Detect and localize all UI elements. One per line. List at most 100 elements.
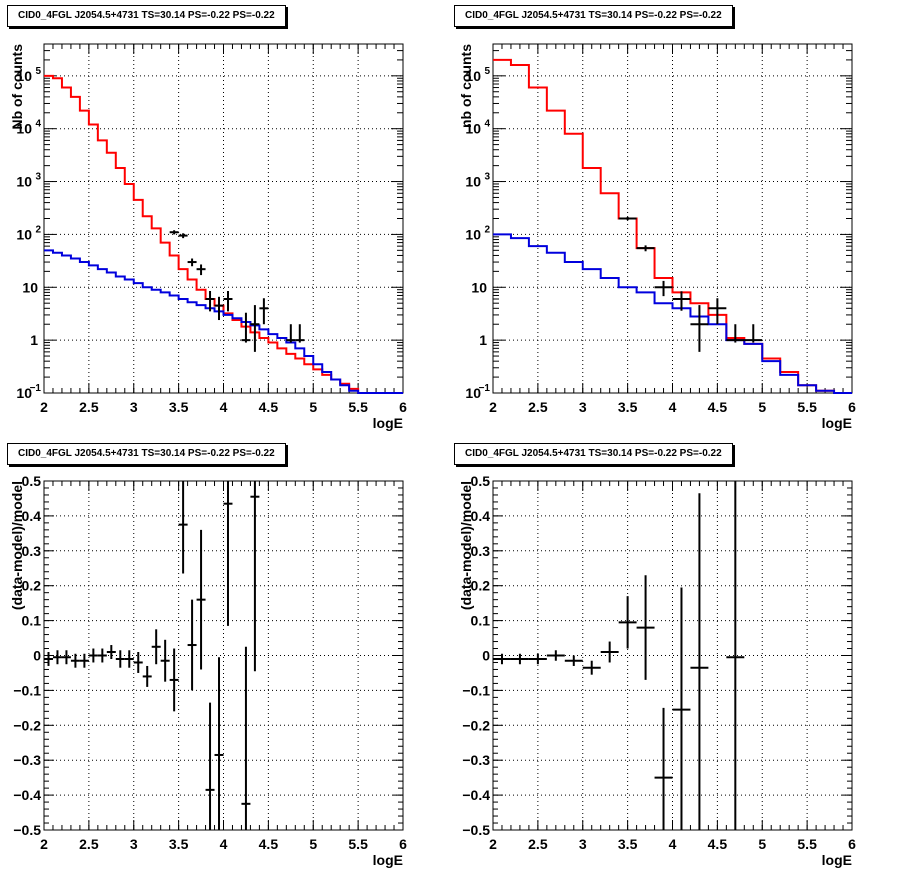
x-tick-label: 2.5 <box>528 399 548 415</box>
panel-bottom-right: CID0_4FGL J2054.5+4731 TS=30.14 PS=-0.22… <box>449 437 898 875</box>
y-axis-title: (data-model)/model <box>9 481 25 610</box>
data-point <box>215 297 224 320</box>
x-tick-label: 2.5 <box>528 836 548 852</box>
y-tick-exponent: 4 <box>484 119 490 130</box>
data-point <box>708 298 726 324</box>
y-tick-label: 10 <box>465 226 481 242</box>
y-tick-label: 0.1 <box>22 613 42 629</box>
y-tick-label: 1 <box>30 332 38 348</box>
x-tick-label: 2 <box>489 399 497 415</box>
plot-area <box>493 60 852 393</box>
data-point <box>98 649 107 663</box>
x-tick-label: 4.5 <box>708 399 728 415</box>
x-tick-label: 3 <box>130 399 138 415</box>
data-point <box>224 291 233 311</box>
y-tick-label: 10 <box>471 279 487 295</box>
y-tick-exponent: 5 <box>484 66 490 77</box>
x-tick-label: 4 <box>669 399 677 415</box>
x-tick-label: 3.5 <box>169 399 189 415</box>
x-tick-label: 6 <box>848 836 856 852</box>
y-tick-label: 0 <box>33 648 41 664</box>
y-tick-label: −0.5 <box>13 822 41 838</box>
y-tick-label: −0.1 <box>462 682 490 698</box>
y-tick-exponent: 3 <box>35 172 41 183</box>
data-point <box>116 650 125 667</box>
x-tick-label: 4.5 <box>259 836 279 852</box>
x-axis-title: logE <box>373 852 403 868</box>
x-tick-label: 2.5 <box>79 399 99 415</box>
panel-bottom-left: CID0_4FGL J2054.5+4731 TS=30.14 PS=-0.22… <box>0 437 449 875</box>
x-tick-label: 2 <box>40 399 48 415</box>
x-tick-label: 5.5 <box>348 399 368 415</box>
data-point <box>134 652 143 673</box>
data-point <box>215 657 224 830</box>
x-tick-label: 5.5 <box>797 836 817 852</box>
x-axis-title: logE <box>822 415 852 431</box>
grid <box>44 44 403 393</box>
data-point <box>197 264 206 275</box>
x-axis-title: logE <box>822 852 852 868</box>
x-tick-label: 4 <box>220 399 228 415</box>
plot-area <box>44 76 403 393</box>
y-tick-exponent: −1 <box>479 383 491 394</box>
x-tick-label: 6 <box>399 399 407 415</box>
data-point <box>188 259 197 267</box>
data-point <box>655 708 673 830</box>
data-point <box>726 324 744 342</box>
x-tick-label: 6 <box>848 399 856 415</box>
y-tick-label: −0.4 <box>462 787 490 803</box>
chart-top-left: 2 2.5 3 3.5 4 4.5 5 5.5 610−111010210310410 5logE… <box>0 0 449 437</box>
y-tick-label: −0.2 <box>13 717 41 733</box>
data-point <box>224 481 233 626</box>
y-tick-label: 10 <box>16 226 32 242</box>
data-point <box>619 596 637 648</box>
data-point <box>259 298 268 324</box>
data-point <box>89 649 98 663</box>
data-point <box>295 324 304 342</box>
axes: 2 2.5 3 3.5 4 4.5 5 5.5 6 −0.5 −0.4 −0.3 −0.2 −0.1 0 0.… <box>458 473 856 868</box>
y-tick-label: 10 <box>22 279 38 295</box>
data-point <box>286 324 295 342</box>
data-point <box>690 305 708 352</box>
x-tick-label: 3 <box>579 836 587 852</box>
y-tick-exponent: 2 <box>484 224 490 235</box>
x-tick-label: 3 <box>130 836 138 852</box>
y-tick-label: −0.4 <box>13 787 41 803</box>
data-point <box>241 647 250 830</box>
x-tick-label: 5 <box>309 836 317 852</box>
y-tick-label: −0.3 <box>462 752 490 768</box>
data-point <box>152 629 161 664</box>
data-point <box>206 703 215 830</box>
y-tick-label: 10 <box>16 174 32 190</box>
y-tick-label: 0.1 <box>471 613 491 629</box>
data-point <box>673 587 691 830</box>
y-axis-title: (data-model)/model <box>458 481 474 610</box>
x-axis-title: logE <box>373 415 403 431</box>
panel-top-right: CID0_4FGL J2054.5+4731 TS=30.14 PS=-0.22… <box>449 0 898 437</box>
data-point <box>80 654 89 668</box>
data-point <box>637 245 655 251</box>
data-point <box>250 305 259 352</box>
x-tick-label: 2 <box>489 836 497 852</box>
data-point <box>655 281 673 296</box>
x-tick-label: 5.5 <box>348 836 368 852</box>
data-point <box>107 645 116 659</box>
data-point <box>583 661 601 675</box>
x-tick-label: 4.5 <box>708 836 728 852</box>
chart-bottom-left: 2 2.5 3 3.5 4 4.5 5 5.5 6−0.5−0.4−0.3−0.2−0.100.… <box>0 437 449 875</box>
data-point <box>637 575 655 680</box>
data-point <box>44 652 53 666</box>
axes: 2 2.5 3 3.5 4 4.5 5 5.5 6 −0.5 −0.4 −0.3 −0.2 −0.1 0 0.… <box>9 473 407 868</box>
x-tick-label: 4 <box>669 836 677 852</box>
series-model-total <box>44 76 403 393</box>
y-tick-exponent: 3 <box>484 172 490 183</box>
data-point <box>744 324 762 342</box>
data-point <box>601 642 619 663</box>
x-tick-label: 2 <box>40 836 48 852</box>
plot-area <box>44 481 259 830</box>
y-tick-exponent: 5 <box>35 66 41 77</box>
x-tick-label: 3 <box>579 399 587 415</box>
x-tick-label: 2.5 <box>79 836 99 852</box>
data-point <box>53 650 62 664</box>
